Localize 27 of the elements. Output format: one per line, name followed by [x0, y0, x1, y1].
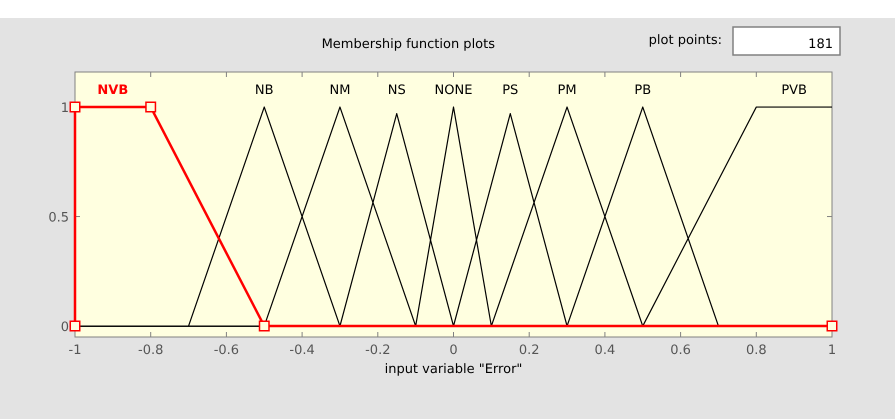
- x-tick-label: 0.8: [746, 343, 767, 358]
- x-tick-label: -0.6: [214, 343, 240, 358]
- text: 181: [808, 37, 833, 52]
- x-tick-label: 0.2: [518, 343, 540, 358]
- series-label: PB: [634, 83, 652, 98]
- series-label: NVB: [97, 83, 128, 98]
- x-axis-title: input variable "Error": [384, 362, 522, 377]
- x-tick-label: -0.4: [289, 343, 315, 358]
- x-tick-label: -1: [68, 343, 82, 358]
- x-tick-label: 0: [449, 343, 458, 358]
- x-tick-label: 1: [828, 343, 836, 358]
- y-tick-label: 1: [60, 101, 69, 116]
- x-tick-label: -0.8: [138, 343, 164, 358]
- series-label: PVB: [781, 83, 807, 98]
- x-tick-label: 0.6: [670, 343, 691, 358]
- series-label: NS: [388, 83, 406, 98]
- series-label: NONE: [434, 83, 472, 98]
- series-label: NB: [254, 83, 274, 98]
- x-tick-label: -0.2: [365, 343, 390, 358]
- chart-title: Membership function plots: [322, 37, 496, 52]
- text: plot points:: [648, 33, 722, 48]
- y-tick-label: 0: [60, 320, 69, 336]
- series-label: NM: [329, 83, 350, 98]
- series-label: PM: [558, 83, 577, 98]
- series-label: PS: [502, 83, 518, 98]
- y-tick-label: 0.5: [48, 210, 69, 226]
- x-tick-label: 0.4: [594, 343, 616, 358]
